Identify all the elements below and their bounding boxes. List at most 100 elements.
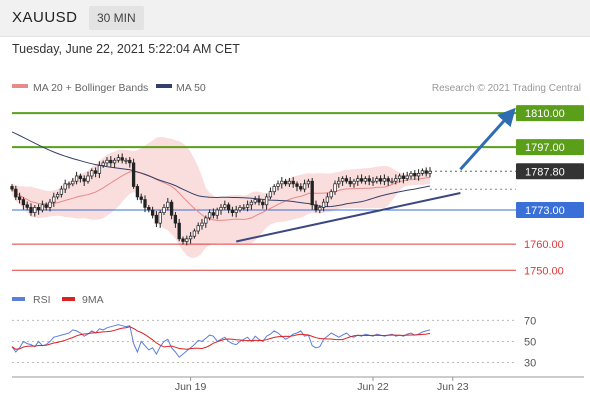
ma9-legend-swatch bbox=[62, 297, 75, 301]
candle-body bbox=[318, 207, 322, 211]
projection-arrow bbox=[459, 107, 516, 171]
candle-body bbox=[325, 196, 330, 203]
candle-body bbox=[261, 201, 265, 206]
level-tag-1787.80 bbox=[516, 163, 584, 180]
candle-body bbox=[420, 170, 425, 174]
level-label-1750.00: 1750.00 bbox=[524, 265, 564, 277]
candle-body bbox=[112, 159, 117, 164]
candle-body bbox=[36, 207, 41, 211]
rsi-tick-30: 30 bbox=[524, 357, 536, 369]
legend-swatch-ma20 bbox=[12, 84, 28, 88]
candle-body bbox=[333, 183, 337, 193]
candle-body bbox=[63, 183, 67, 190]
price-legend: MA 20 + Bollinger Bands MA 50 Research ©… bbox=[12, 82, 581, 94]
candle-body bbox=[211, 212, 216, 216]
candle-body bbox=[424, 170, 428, 174]
candle-body bbox=[109, 159, 113, 164]
candle-body bbox=[276, 183, 280, 187]
rsi-ma9-line bbox=[11, 326, 431, 350]
ma9-legend-label: 9MA bbox=[82, 294, 104, 306]
candle-body bbox=[74, 175, 79, 182]
level-label-1810.00: 1810.00 bbox=[525, 108, 565, 120]
candle-body bbox=[97, 165, 102, 174]
candle-body bbox=[253, 199, 257, 203]
candle-body bbox=[226, 204, 231, 211]
candle-body bbox=[394, 178, 398, 182]
rsi-legend-swatch bbox=[12, 297, 25, 301]
candle-body bbox=[78, 175, 83, 179]
candle-body bbox=[348, 180, 352, 185]
candle-body bbox=[21, 199, 26, 206]
candle-body bbox=[291, 180, 295, 185]
candle-body bbox=[215, 209, 219, 216]
candle-body bbox=[321, 201, 326, 208]
legend-label-ma50: MA 50 bbox=[176, 82, 206, 94]
candle-body bbox=[52, 196, 56, 203]
candle-body bbox=[33, 207, 37, 213]
candle-body bbox=[169, 201, 174, 216]
candle-body bbox=[48, 201, 52, 208]
candle-body bbox=[245, 204, 250, 208]
candle-body bbox=[44, 204, 48, 208]
candle-body bbox=[143, 199, 147, 208]
candle-body bbox=[162, 207, 166, 213]
legend-label-ma20: MA 20 + Bollinger Bands bbox=[33, 82, 148, 94]
candle-body bbox=[287, 180, 292, 185]
level-tag-1810.00 bbox=[516, 105, 584, 122]
candle-body bbox=[264, 196, 269, 206]
rsi-tick-70: 70 bbox=[524, 315, 536, 327]
candle-body bbox=[67, 183, 71, 186]
legend-swatch-ma50 bbox=[156, 84, 172, 88]
candle-body bbox=[173, 214, 178, 224]
candle-body bbox=[363, 178, 368, 182]
candle-body bbox=[93, 170, 98, 174]
candle-body bbox=[207, 212, 212, 219]
symbol-label: XAUUSD bbox=[12, 9, 78, 26]
candle-body bbox=[359, 178, 364, 182]
candle-body bbox=[177, 222, 181, 240]
candle-body bbox=[238, 207, 242, 211]
candle-body bbox=[200, 222, 204, 227]
candle-body bbox=[82, 178, 86, 182]
candle-body bbox=[386, 178, 390, 182]
candle-body bbox=[356, 178, 360, 182]
rsi-legend-label: RSI bbox=[33, 294, 51, 306]
credit-label: Research © 2021 Trading Central bbox=[432, 83, 581, 94]
candle-body bbox=[401, 175, 406, 179]
timeframe-button[interactable]: 30 MIN bbox=[89, 6, 144, 30]
level-label-1797.00: 1797.00 bbox=[525, 142, 565, 154]
candle-body bbox=[280, 180, 284, 185]
candle-body bbox=[120, 157, 124, 161]
candle-body bbox=[185, 238, 189, 242]
candle-body bbox=[204, 217, 208, 224]
level-tag-1773.00 bbox=[516, 202, 584, 219]
candle-body bbox=[14, 188, 18, 198]
candle-body bbox=[340, 178, 345, 182]
candle-body bbox=[230, 209, 235, 213]
candle-body bbox=[55, 193, 60, 198]
candle-body bbox=[310, 180, 314, 206]
rsi-panel: RSI 9MA 70 50 30 bbox=[11, 294, 536, 369]
candle-body bbox=[329, 191, 333, 198]
candle-body bbox=[299, 186, 303, 190]
candle-body bbox=[147, 207, 151, 211]
candle-body bbox=[344, 178, 349, 182]
candle-body bbox=[375, 178, 379, 182]
candle-body bbox=[188, 235, 193, 240]
candle-body bbox=[131, 162, 136, 187]
level-tag-1797.00 bbox=[516, 139, 584, 156]
candle-body bbox=[29, 207, 33, 213]
candle-body bbox=[124, 159, 128, 162]
candle-body bbox=[40, 204, 45, 211]
candle-body bbox=[116, 157, 121, 161]
candle-body bbox=[416, 173, 421, 177]
date-time-label: Tuesday, June 22, 2021 5:22:04 AM CET bbox=[12, 42, 240, 56]
top-bar: XAUUSD 30 MIN bbox=[0, 0, 590, 37]
candle-body bbox=[306, 180, 311, 185]
level-label-1773.00: 1773.00 bbox=[525, 205, 565, 217]
candle-body bbox=[337, 180, 341, 185]
candle-body bbox=[105, 159, 109, 164]
candle-body bbox=[158, 212, 162, 224]
